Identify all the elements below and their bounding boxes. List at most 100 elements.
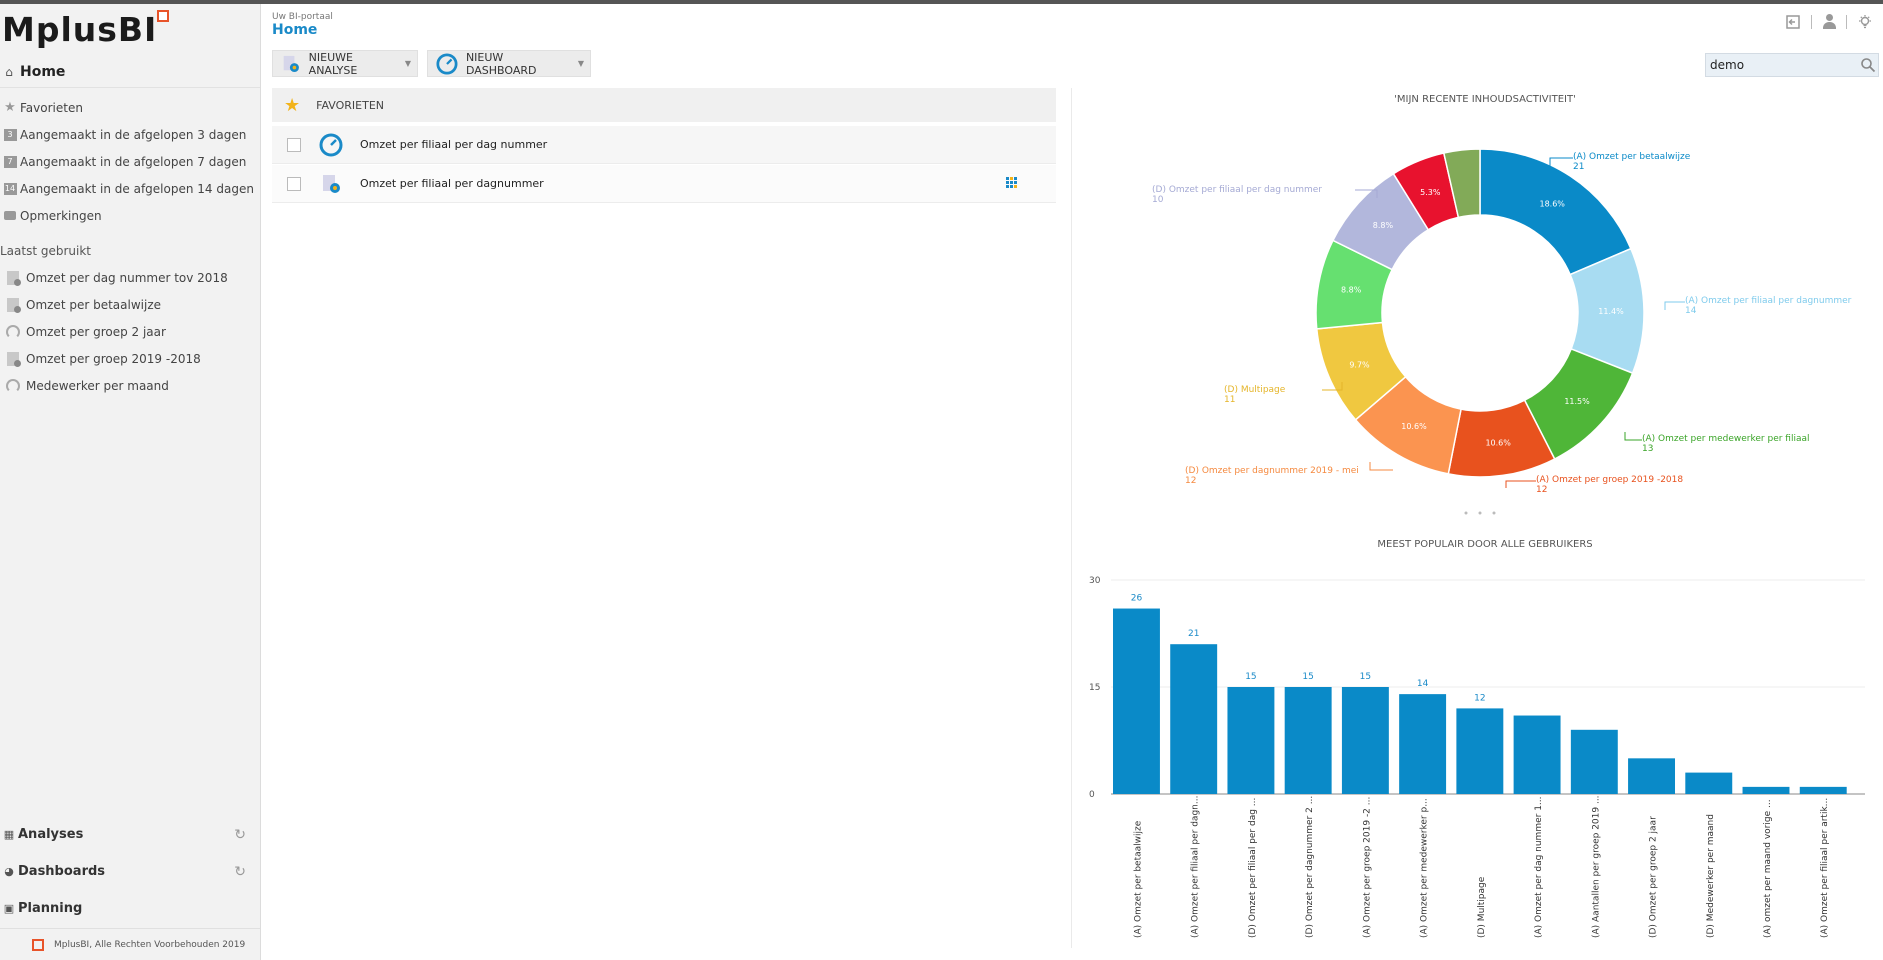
sidebar-item-dashboards[interactable]: ◕ Dashboards ↻ bbox=[0, 853, 260, 890]
recent-item-label: Omzet per groep 2019 -2018 bbox=[26, 351, 201, 366]
recent-item-label: Medewerker per maand bbox=[26, 378, 169, 393]
bar[interactable] bbox=[1113, 608, 1160, 794]
bar[interactable] bbox=[1685, 772, 1733, 794]
sidebar-item-favorites[interactable]: ★ Favorieten bbox=[0, 94, 260, 121]
sidebar-item-label: Aangemaakt in de afgelopen 14 dagen bbox=[20, 181, 254, 196]
slice-pct-label: 18.6% bbox=[1540, 200, 1566, 209]
refresh-icon[interactable]: ↻ bbox=[234, 826, 246, 843]
bar[interactable] bbox=[1341, 687, 1389, 794]
x-tick-label: (A) Omzet per betaalwijze bbox=[1133, 820, 1143, 938]
copyright-text: MplusBI, Alle Rechten Voorbehouden 2019 bbox=[54, 939, 246, 950]
refresh-icon[interactable]: ↻ bbox=[234, 863, 246, 880]
bar[interactable] bbox=[1628, 758, 1676, 794]
bar[interactable] bbox=[1513, 715, 1561, 794]
bottom-nav-label: Analyses bbox=[18, 827, 84, 842]
copyright-logo-icon bbox=[32, 938, 44, 951]
x-tick-label: (D) Medewerker per maand bbox=[1706, 814, 1716, 938]
favorite-row[interactable]: Omzet per filiaal per dag nummer bbox=[272, 126, 1056, 164]
favorites-star-icon: ★ bbox=[284, 94, 301, 116]
logo-square-icon bbox=[157, 10, 169, 22]
bar-value-label: 15 bbox=[1302, 672, 1313, 682]
user-icon[interactable] bbox=[1822, 14, 1836, 30]
bar[interactable] bbox=[1570, 729, 1618, 794]
recent-item[interactable]: Medewerker per maand bbox=[0, 372, 260, 399]
sidebar-item-label: Aangemaakt in de afgelopen 7 dagen bbox=[20, 154, 247, 169]
grid-icon[interactable] bbox=[1006, 177, 1018, 189]
search-icon[interactable] bbox=[1860, 57, 1876, 73]
analysis-icon bbox=[318, 171, 344, 197]
leader-line bbox=[1505, 480, 1536, 488]
bar[interactable] bbox=[1742, 786, 1790, 794]
new-analysis-icon bbox=[283, 55, 299, 72]
bar[interactable] bbox=[1456, 708, 1504, 794]
donut-slice[interactable] bbox=[1442, 148, 1481, 219]
sidebar-item-home[interactable]: ⌂ Home bbox=[0, 56, 260, 88]
chevron-down-icon[interactable]: ▼ bbox=[404, 59, 411, 68]
sidebar-item-3-days[interactable]: 3 Aangemaakt in de afgelopen 3 dagen bbox=[0, 121, 260, 148]
favorite-checkbox[interactable] bbox=[287, 137, 301, 152]
planning-icon: ▣ bbox=[3, 902, 15, 915]
sidebar-item-14-days[interactable]: 14 Aangemaakt in de afgelopen 14 dagen bbox=[0, 175, 260, 202]
new-dashboard-button[interactable]: NIEUW DASHBOARD ▼ bbox=[427, 50, 591, 77]
favorite-label[interactable]: Omzet per filiaal per dag nummer bbox=[360, 138, 548, 151]
donut-slice[interactable] bbox=[1479, 148, 1632, 276]
header-actions bbox=[1785, 14, 1873, 30]
copyright: MplusBI, Alle Rechten Voorbehouden 2019 bbox=[0, 928, 260, 960]
top-border bbox=[0, 0, 1883, 4]
settings-bulb-icon[interactable] bbox=[1857, 14, 1873, 30]
analysis-icon bbox=[0, 270, 26, 286]
bar-chart: 0 15 30 26 (A) Omzet per betaalwijze 21 (A) Om… bbox=[1089, 576, 1865, 938]
sidebar-item-label: Opmerkingen bbox=[20, 208, 102, 223]
donut-label-value: 10 bbox=[1152, 195, 1164, 205]
bar[interactable] bbox=[1170, 644, 1218, 794]
recent-item[interactable]: Omzet per groep 2019 -2018 bbox=[0, 345, 260, 372]
leader-line bbox=[1355, 189, 1378, 198]
sidebar-item-comments[interactable]: Opmerkingen bbox=[0, 202, 260, 229]
analysis-icon bbox=[0, 297, 26, 313]
new-analysis-button[interactable]: NIEUWE ANALYSE ▼ bbox=[272, 50, 418, 77]
slice-pct-label: 9.7% bbox=[1349, 360, 1370, 369]
favorites-header: ★ FAVORIETEN bbox=[272, 88, 1056, 122]
pager-dot[interactable] bbox=[1492, 511, 1496, 515]
analysis-icon bbox=[0, 351, 26, 367]
bar-chart-title: MEEST POPULAIR DOOR ALLE GEBRUIKERS bbox=[1377, 539, 1593, 550]
sidebar-item-7-days[interactable]: 7 Aangemaakt in de afgelopen 7 dagen bbox=[0, 148, 260, 175]
sidebar-item-label: Aangemaakt in de afgelopen 3 dagen bbox=[20, 127, 247, 142]
home-icon: ⌂ bbox=[5, 64, 13, 79]
favorite-checkbox[interactable] bbox=[287, 176, 301, 191]
sidebar-item-analyses[interactable]: ▦ Analyses ↻ bbox=[0, 816, 260, 853]
bar[interactable] bbox=[1284, 687, 1332, 794]
sidebar-item-planning[interactable]: ▣ Planning bbox=[0, 890, 260, 927]
x-tick-label: (D) Omzet per groep 2 jaar bbox=[1649, 816, 1659, 938]
bar[interactable] bbox=[1399, 694, 1447, 794]
recent-section-title: Laatst gebruikt bbox=[0, 244, 92, 258]
favorite-label[interactable]: Omzet per filiaal per dagnummer bbox=[360, 177, 544, 190]
pager-dot[interactable] bbox=[1464, 511, 1468, 515]
leader-line bbox=[1369, 462, 1393, 471]
chevron-down-icon[interactable]: ▼ bbox=[577, 59, 584, 68]
bar-value-label: 15 bbox=[1245, 672, 1256, 682]
donut-chart-title: 'MIJN RECENTE INHOUDSACTIVITEIT' bbox=[1394, 94, 1576, 105]
star-icon: ★ bbox=[4, 100, 16, 115]
new-analysis-label: NIEUWE ANALYSE bbox=[308, 50, 358, 77]
recent-list: Omzet per dag nummer tov 2018 Omzet per … bbox=[0, 264, 260, 399]
breadcrumb[interactable]: Uw BI-portaal bbox=[272, 12, 333, 22]
x-tick-label: (D) Omzet per filiaal per dag ... bbox=[1248, 798, 1258, 938]
bar[interactable] bbox=[1227, 687, 1275, 794]
new-dashboard-icon bbox=[436, 52, 458, 75]
search-input[interactable] bbox=[1706, 54, 1856, 76]
favorite-row[interactable]: Omzet per filiaal per dagnummer bbox=[272, 165, 1056, 203]
calendar-7-icon: 7 bbox=[0, 155, 20, 168]
x-tick-label: (A) Omzet per groep 2019 -2 ... bbox=[1362, 797, 1372, 938]
bar[interactable] bbox=[1799, 786, 1847, 794]
recent-item[interactable]: Omzet per betaalwijze bbox=[0, 291, 260, 318]
pager-dot[interactable] bbox=[1478, 511, 1482, 515]
logout-icon[interactable] bbox=[1785, 14, 1801, 30]
donut-label-name: (A) Omzet per filiaal per dagnummer bbox=[1685, 296, 1852, 306]
logo[interactable]: MplusBI bbox=[2, 8, 169, 52]
comment-icon bbox=[0, 211, 20, 220]
sidebar-item-label: Favorieten bbox=[20, 100, 83, 115]
recent-item[interactable]: Omzet per groep 2 jaar bbox=[0, 318, 260, 345]
x-tick-label: (D) Multipage bbox=[1477, 876, 1487, 938]
recent-item[interactable]: Omzet per dag nummer tov 2018 bbox=[0, 264, 260, 291]
